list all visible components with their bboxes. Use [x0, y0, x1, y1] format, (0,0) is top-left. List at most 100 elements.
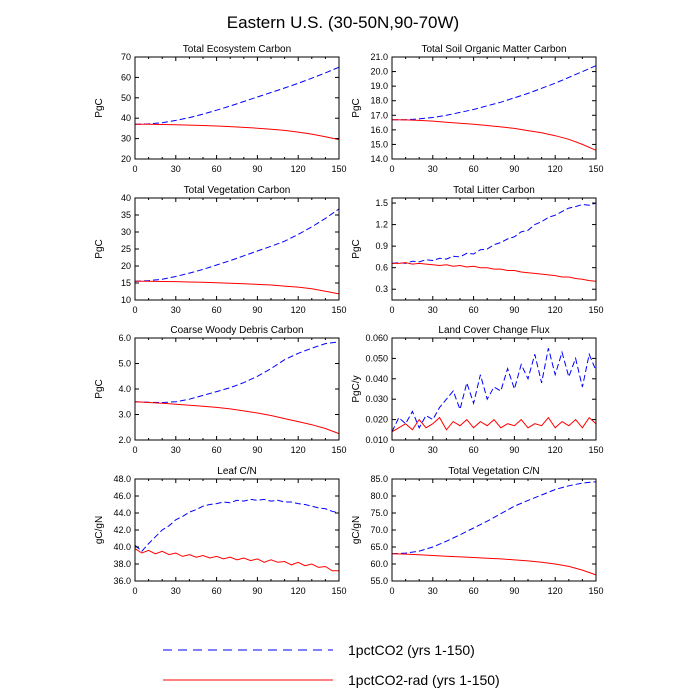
- series-line-1pctco2-rad: [391, 119, 597, 151]
- y-tick-label: 18.0: [370, 96, 388, 106]
- y-axis-label: PgC: [351, 98, 362, 117]
- y-tick-label: 10: [121, 295, 131, 305]
- x-tick-label: 60: [469, 305, 479, 315]
- series-line-1pctco2: [134, 341, 340, 404]
- chart-panel: Total Ecosystem Carbon PgC 0 30 60 90 120 150 20…: [94, 44, 347, 174]
- y-tick-label: 40: [121, 113, 131, 123]
- y-tick-label: 35: [121, 210, 131, 220]
- series-line-1pctco2-rad: [391, 553, 597, 576]
- chart-panel: Total Litter Carbon PgC 0 30 60 90 120 150 0.3 0.…: [351, 185, 604, 315]
- y-tick-label: 0.6: [375, 263, 388, 273]
- x-tick-label: 90: [509, 586, 519, 596]
- x-tick-label: 150: [331, 164, 346, 174]
- y-tick-label: 44.0: [113, 508, 131, 518]
- x-tick-label: 90: [252, 164, 262, 174]
- chart-title: Total Litter Carbon: [453, 185, 535, 196]
- x-tick-label: 150: [331, 305, 346, 315]
- x-tick-label: 30: [428, 445, 438, 455]
- y-tick-label: 55.0: [370, 576, 388, 586]
- y-tick-label: 0.050: [365, 353, 388, 363]
- x-tick-label: 60: [212, 445, 222, 455]
- x-tick-label: 120: [291, 305, 306, 315]
- x-tick-label: 120: [548, 586, 563, 596]
- y-axis-label: PgC/y: [351, 375, 362, 402]
- series-line-1pctco2: [134, 498, 340, 553]
- y-tick-label: 0.9: [375, 241, 388, 251]
- y-tick-label: 0.010: [365, 435, 388, 445]
- x-tick-label: 60: [212, 164, 222, 174]
- y-axis-label: PgC: [94, 98, 105, 117]
- chart-title: Total Soil Organic Matter Carbon: [421, 44, 566, 55]
- y-axis-label: PgC: [94, 239, 105, 258]
- x-tick-label: 150: [331, 445, 346, 455]
- y-axis-label: PgC: [94, 379, 105, 398]
- y-axis-label: gC/gN: [351, 516, 362, 544]
- x-tick-label: 120: [291, 164, 306, 174]
- legend-label-1pctco2-rad: 1pctCO2-rad (yrs 1-150): [348, 672, 500, 688]
- x-tick-label: 0: [389, 586, 394, 596]
- y-tick-label: 60.0: [370, 559, 388, 569]
- x-tick-label: 60: [469, 586, 479, 596]
- y-tick-label: 0.020: [365, 415, 388, 425]
- y-tick-label: 3.0: [118, 410, 131, 420]
- y-tick-label: 80.0: [370, 491, 388, 501]
- chart-panel: Total Vegetation C/N gC/gN 0 30 60 90 120 150 55…: [351, 466, 604, 596]
- x-tick-label: 0: [389, 445, 394, 455]
- plot-frame: [391, 56, 597, 160]
- x-tick-label: 150: [588, 445, 603, 455]
- x-tick-label: 30: [171, 164, 181, 174]
- x-tick-label: 90: [509, 164, 519, 174]
- y-tick-label: 15.0: [370, 139, 388, 149]
- y-tick-label: 19.0: [370, 81, 388, 91]
- x-tick-label: 90: [252, 305, 262, 315]
- x-tick-label: 120: [291, 586, 306, 596]
- y-tick-label: 46.0: [113, 491, 131, 501]
- chart-panel: Land Cover Change Flux PgC/y 0 30 60 90 120 150…: [351, 325, 604, 455]
- legend: 1pctCO2 (yrs 1-150) 1pctCO2-rad (yrs 1-1…: [163, 642, 500, 688]
- y-tick-label: 30: [121, 134, 131, 144]
- y-tick-label: 30: [121, 227, 131, 237]
- series-line-1pctco2: [134, 66, 340, 125]
- plot-frame: [134, 56, 340, 160]
- y-tick-label: 20: [121, 261, 131, 271]
- x-tick-label: 120: [548, 445, 563, 455]
- x-tick-label: 120: [548, 164, 563, 174]
- x-tick-label: 0: [389, 164, 394, 174]
- series-line-1pctco2-rad: [134, 401, 340, 435]
- y-tick-label: 20.0: [370, 67, 388, 77]
- x-tick-label: 60: [212, 586, 222, 596]
- y-tick-label: 4.0: [118, 384, 131, 394]
- y-axis-label: PgC: [351, 239, 362, 258]
- y-tick-label: 60: [121, 72, 131, 82]
- y-tick-label: 75.0: [370, 508, 388, 518]
- x-tick-label: 60: [212, 305, 222, 315]
- y-tick-label: 40.0: [113, 542, 131, 552]
- x-tick-label: 150: [331, 586, 346, 596]
- chart-panel: Total Vegetation Carbon PgC 0 30 60 90 120 150 1…: [94, 185, 347, 315]
- plot-frame: [134, 337, 340, 441]
- chart-title: Total Vegetation Carbon: [184, 185, 291, 196]
- y-tick-label: 70.0: [370, 525, 388, 535]
- series-line-1pctco2-rad: [135, 123, 340, 141]
- x-tick-label: 120: [548, 305, 563, 315]
- x-tick-label: 90: [252, 445, 262, 455]
- series-line-1pctco2: [391, 481, 597, 555]
- series-line-1pctco2: [391, 348, 597, 433]
- y-axis-label: gC/gN: [94, 516, 105, 544]
- y-tick-label: 38.0: [113, 559, 131, 569]
- y-tick-label: 1.2: [375, 220, 388, 230]
- series-line-1pctco2: [134, 208, 340, 282]
- y-tick-label: 15: [121, 278, 131, 288]
- y-tick-label: 42.0: [113, 525, 131, 535]
- series-line-1pctco2-rad: [135, 280, 340, 295]
- x-tick-label: 30: [428, 164, 438, 174]
- plot-frame: [134, 478, 340, 582]
- series-line-1pctco2-rad: [392, 262, 597, 282]
- y-tick-label: 21.0: [370, 52, 388, 62]
- x-tick-label: 30: [428, 305, 438, 315]
- x-tick-label: 150: [588, 586, 603, 596]
- x-tick-label: 0: [389, 305, 394, 315]
- x-tick-label: 0: [132, 164, 137, 174]
- y-tick-label: 40: [121, 193, 131, 203]
- y-tick-label: 48.0: [113, 474, 131, 484]
